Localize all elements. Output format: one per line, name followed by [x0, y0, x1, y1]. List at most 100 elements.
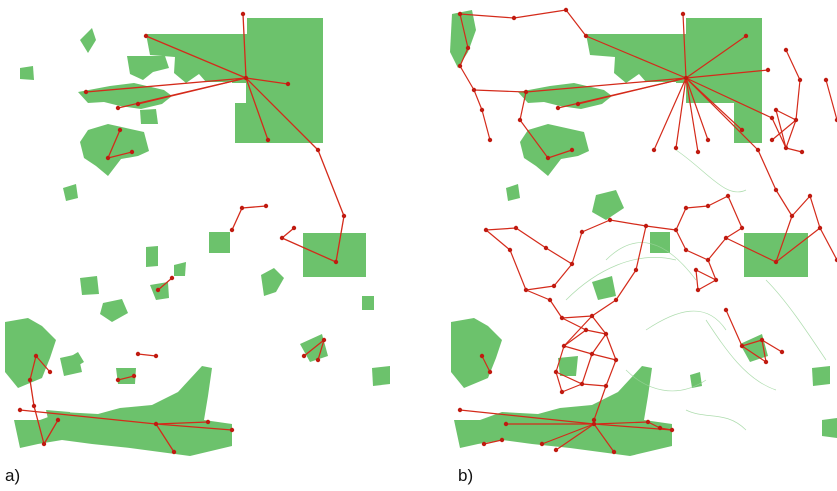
node: [613, 297, 619, 303]
node: [169, 275, 175, 281]
node: [695, 149, 701, 155]
habitat-patch: [174, 262, 186, 276]
node: [673, 145, 679, 151]
node: [117, 127, 123, 133]
node: [115, 377, 121, 383]
node: [834, 257, 837, 263]
faint-links-b: [565, 149, 827, 431]
node: [321, 337, 327, 343]
panel-b: [446, 0, 837, 470]
connection: [525, 77, 687, 93]
node: [779, 349, 785, 355]
node: [669, 427, 675, 433]
node: [171, 449, 177, 455]
connection: [555, 371, 583, 385]
node: [591, 417, 597, 423]
connection: [241, 205, 267, 209]
connection: [541, 423, 595, 445]
connection: [245, 77, 269, 141]
habitat-patch: [146, 246, 158, 267]
node: [583, 327, 589, 333]
habitat-patch: [362, 296, 374, 310]
panel-b-label: b): [458, 466, 474, 485]
connection: [519, 91, 527, 121]
connection: [761, 339, 767, 363]
node: [773, 107, 779, 113]
connection: [741, 345, 767, 363]
node: [487, 137, 493, 143]
node: [291, 225, 297, 231]
node: [834, 117, 837, 123]
node: [511, 15, 517, 21]
connection: [685, 35, 747, 79]
connection: [581, 353, 593, 385]
connection: [685, 77, 699, 153]
habitat-patch: [744, 233, 808, 277]
node: [695, 287, 701, 293]
connection: [481, 355, 491, 373]
node: [705, 257, 711, 263]
connection: [473, 89, 483, 111]
node: [739, 127, 745, 133]
node: [279, 235, 285, 241]
habitat-patch: [20, 66, 34, 80]
habitat-patch: [80, 124, 149, 176]
node: [523, 287, 529, 293]
connection: [145, 35, 247, 79]
node: [507, 247, 513, 253]
connection: [117, 375, 135, 381]
nodes-b: [457, 7, 837, 455]
node: [341, 213, 347, 219]
habitat-patch: [592, 276, 616, 300]
connection: [785, 49, 801, 81]
connection: [107, 129, 121, 159]
connection: [685, 205, 709, 209]
connection: [707, 259, 717, 281]
node: [471, 87, 477, 93]
node: [823, 77, 829, 83]
node: [793, 117, 799, 123]
connection: [33, 405, 45, 445]
connection: [593, 423, 615, 453]
connection: [553, 263, 573, 287]
connection: [791, 195, 811, 217]
connection: [281, 227, 295, 239]
node: [153, 421, 159, 427]
connection: [785, 119, 797, 149]
node: [83, 89, 89, 95]
connection: [513, 9, 567, 19]
connection: [685, 77, 759, 151]
node: [31, 403, 37, 409]
panel-a: [0, 0, 410, 470]
node: [799, 149, 805, 155]
node: [55, 417, 61, 423]
connection-links-b: [459, 9, 837, 453]
habitat-patch: [127, 56, 169, 80]
connection: [685, 77, 773, 119]
node: [551, 283, 557, 289]
connection: [581, 383, 607, 387]
node: [713, 277, 719, 283]
connection: [561, 317, 587, 331]
connection: [775, 189, 793, 217]
node: [517, 117, 523, 123]
node: [657, 425, 663, 431]
connection: [525, 285, 555, 291]
node: [47, 369, 53, 375]
node: [135, 101, 141, 107]
connection: [695, 269, 717, 281]
node: [457, 11, 463, 17]
connection: [137, 353, 157, 357]
connection: [645, 225, 677, 231]
connection: [577, 77, 687, 105]
node: [591, 421, 597, 427]
connection: [281, 237, 337, 263]
node: [487, 369, 493, 375]
connection: [549, 299, 563, 319]
connection: [515, 227, 547, 249]
node: [575, 101, 581, 107]
connection: [682, 13, 687, 79]
node: [263, 203, 269, 209]
node: [789, 213, 795, 219]
node: [153, 353, 159, 359]
